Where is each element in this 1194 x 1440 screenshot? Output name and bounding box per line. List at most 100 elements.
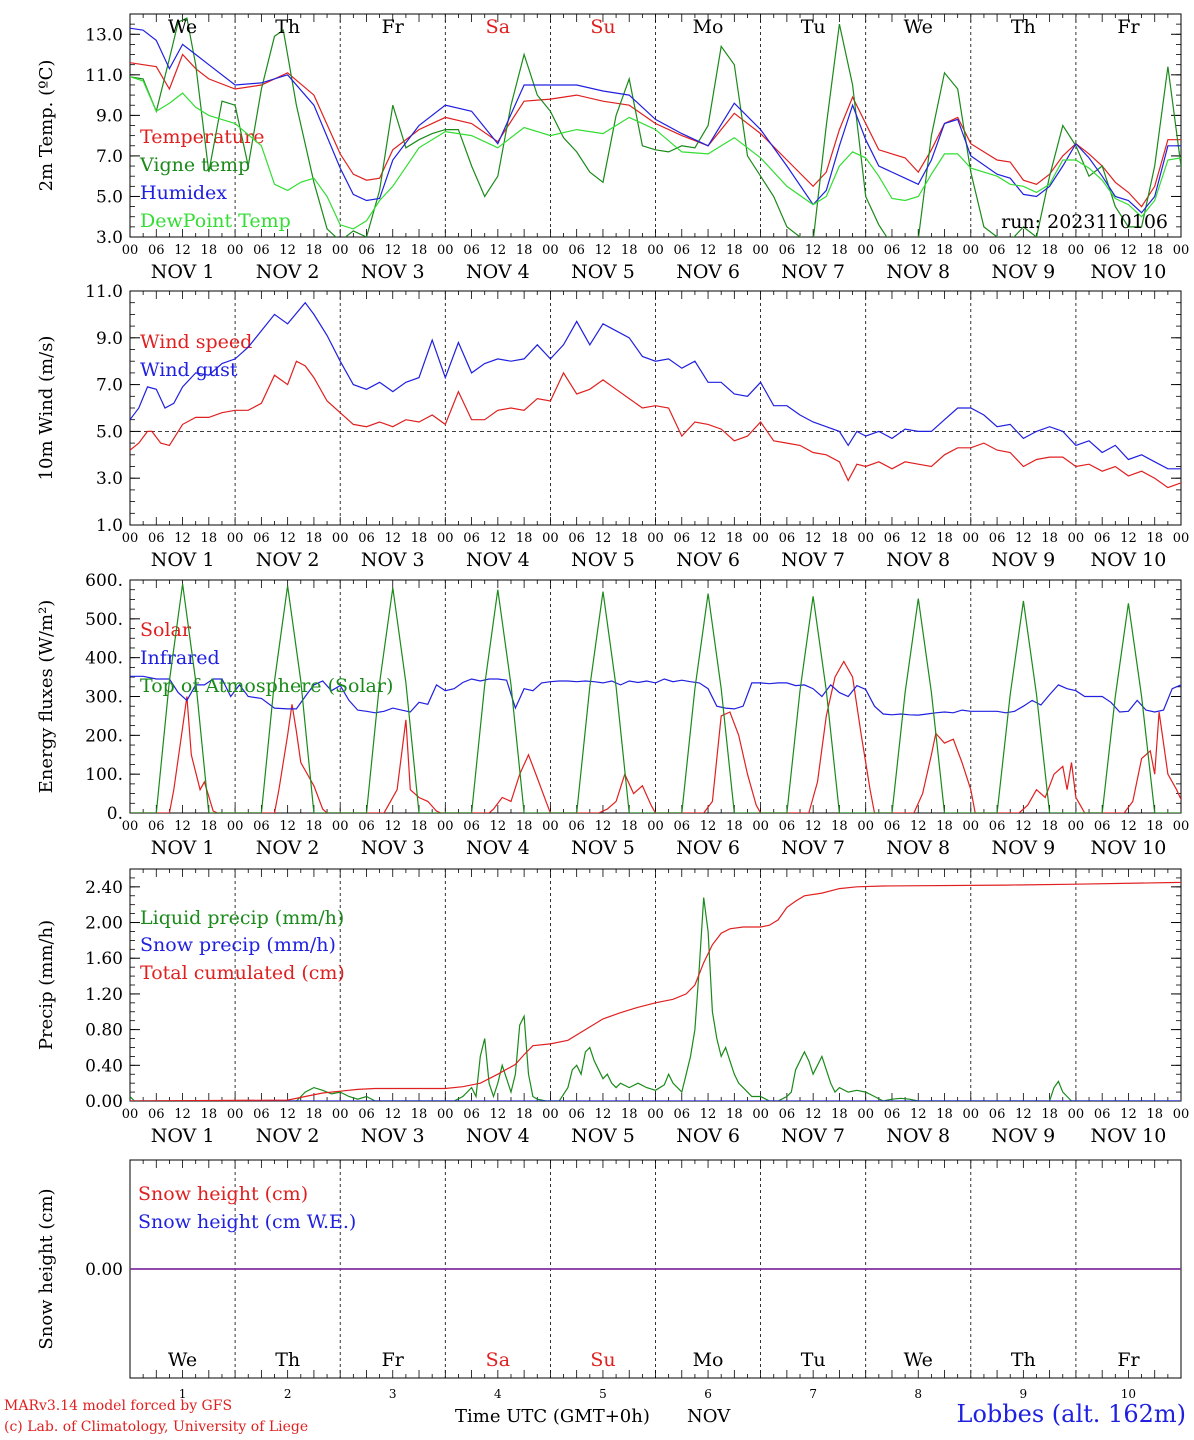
legend-entry: Top of Atmosphere (Solar): [140, 675, 393, 697]
y-tick-label: 400.: [85, 649, 123, 669]
hour-tick-label: 00: [542, 531, 559, 546]
date-label: NOV 6: [676, 261, 740, 283]
date-label: NOV 7: [781, 837, 845, 859]
hour-tick-label: 06: [568, 243, 585, 258]
hour-tick-label: 00: [122, 1107, 139, 1122]
hour-tick-label: 18: [726, 243, 743, 258]
hour-tick-label: 18: [516, 1107, 533, 1122]
y-tick-label: 0.00: [85, 1260, 123, 1280]
y-tick-label: 600.: [85, 571, 123, 591]
date-label: NOV 9: [991, 837, 1055, 859]
hour-tick-label: 00: [227, 819, 244, 834]
weekday-label: Fr: [1117, 16, 1140, 38]
hour-tick-label: 06: [779, 531, 796, 546]
hour-tick-label: 06: [884, 243, 901, 258]
series-line-total-cumulated-cm-: [130, 881, 1181, 1101]
weekday-label: We: [168, 16, 197, 38]
y-tick-label: 7.0: [96, 376, 123, 396]
hour-tick-label: 06: [148, 819, 165, 834]
hour-tick-label: 18: [411, 819, 428, 834]
y-tick-label: 1.20: [85, 985, 123, 1005]
date-label: NOV 10: [1091, 1125, 1167, 1147]
date-label: NOV 5: [571, 261, 635, 283]
legend-entry: Humidex: [140, 182, 227, 204]
hour-tick-label: 12: [384, 243, 401, 258]
hour-tick-label: 06: [148, 1107, 165, 1122]
y-tick-label: 9.0: [96, 329, 123, 349]
hour-tick-label: 18: [936, 819, 953, 834]
hour-tick-label: 00: [963, 1107, 980, 1122]
hour-tick-label: 12: [910, 1107, 927, 1122]
y-tick-label: 500.: [85, 610, 123, 630]
date-label: NOV 2: [256, 261, 320, 283]
hour-tick-label: 18: [831, 819, 848, 834]
hour-tick-label: 06: [568, 1107, 585, 1122]
weekday-label: Fr: [1117, 1349, 1140, 1371]
date-label: NOV 9: [991, 1125, 1055, 1147]
hour-tick-label: 12: [700, 1107, 717, 1122]
hour-tick-label: 00: [752, 819, 769, 834]
hour-tick-label: 00: [122, 531, 139, 546]
hour-tick-label: 06: [884, 1107, 901, 1122]
weekday-label: Su: [590, 16, 615, 38]
panel-wind: 1.0 3.0 5.0 7.0 9.0 11.0 10m Wind (m/s) Wind sp…: [36, 282, 1189, 571]
series-line-dewpoint-temp: [130, 76, 1181, 230]
y-tick-label: 11.0: [85, 282, 123, 302]
hour-tick-label: 12: [910, 243, 927, 258]
hour-tick-label: 06: [989, 531, 1006, 546]
day-number-label: 5: [599, 1387, 607, 1401]
weekday-label: Th: [275, 16, 300, 38]
date-label: NOV 5: [571, 549, 635, 571]
hour-tick-label: 12: [1120, 531, 1137, 546]
hour-tick-label: 12: [910, 819, 927, 834]
hour-tick-label: 18: [1146, 819, 1163, 834]
hour-tick-label: 06: [779, 819, 796, 834]
y-tick-label: 13.0: [85, 25, 123, 45]
hour-tick-label: 00: [1068, 243, 1085, 258]
date-label: NOV 3: [361, 549, 425, 571]
hour-tick-label: 18: [201, 243, 218, 258]
hour-tick-label: 18: [516, 531, 533, 546]
hour-tick-label: 00: [647, 531, 664, 546]
hour-tick-label: 00: [437, 1107, 454, 1122]
y-tick-label: 1.60: [85, 949, 123, 969]
y-tick-label: 0.80: [85, 1021, 123, 1041]
hour-tick-label: 00: [542, 1107, 559, 1122]
hour-tick-label: 12: [595, 243, 612, 258]
hour-tick-label: 12: [595, 1107, 612, 1122]
y-tick-label: 1.0: [96, 516, 123, 536]
hour-tick-label: 18: [1146, 531, 1163, 546]
day-number-label: 1: [179, 1387, 187, 1401]
hour-tick-label: 06: [253, 531, 270, 546]
hour-tick-label: 00: [963, 243, 980, 258]
date-label: NOV 6: [676, 837, 740, 859]
hour-tick-label: 00: [752, 1107, 769, 1122]
hour-tick-label: 18: [306, 1107, 323, 1122]
day-number-label: 6: [704, 1387, 712, 1401]
hour-tick-label: 06: [779, 1107, 796, 1122]
run-annotation: run: 2023110106: [1001, 211, 1168, 233]
hour-tick-label: 18: [1041, 243, 1058, 258]
hour-tick-label: 18: [936, 531, 953, 546]
day-number-label: 3: [389, 1387, 397, 1401]
hour-tick-label: 12: [384, 1107, 401, 1122]
hour-tick-label: 12: [805, 819, 822, 834]
weekday-label: Su: [590, 1349, 615, 1371]
hour-tick-label: 06: [989, 243, 1006, 258]
x-axis-unit: NOV: [687, 1406, 731, 1427]
date-label: NOV 10: [1091, 261, 1167, 283]
hour-tick-label: 00: [1068, 1107, 1085, 1122]
hour-tick-label: 00: [857, 243, 874, 258]
hour-tick-label: 00: [1173, 1107, 1190, 1122]
weekday-label: Mo: [693, 1349, 724, 1371]
hour-tick-label: 18: [306, 531, 323, 546]
hour-tick-label: 12: [174, 243, 191, 258]
hour-tick-label: 06: [358, 1107, 375, 1122]
date-label: NOV 1: [151, 837, 215, 859]
legend-entry: Snow precip (mm/h): [140, 934, 336, 956]
date-label: NOV 8: [886, 261, 950, 283]
day-number-label: 4: [494, 1387, 502, 1401]
hour-tick-label: 06: [674, 819, 691, 834]
y-tick-label: 0.00: [85, 1092, 123, 1112]
